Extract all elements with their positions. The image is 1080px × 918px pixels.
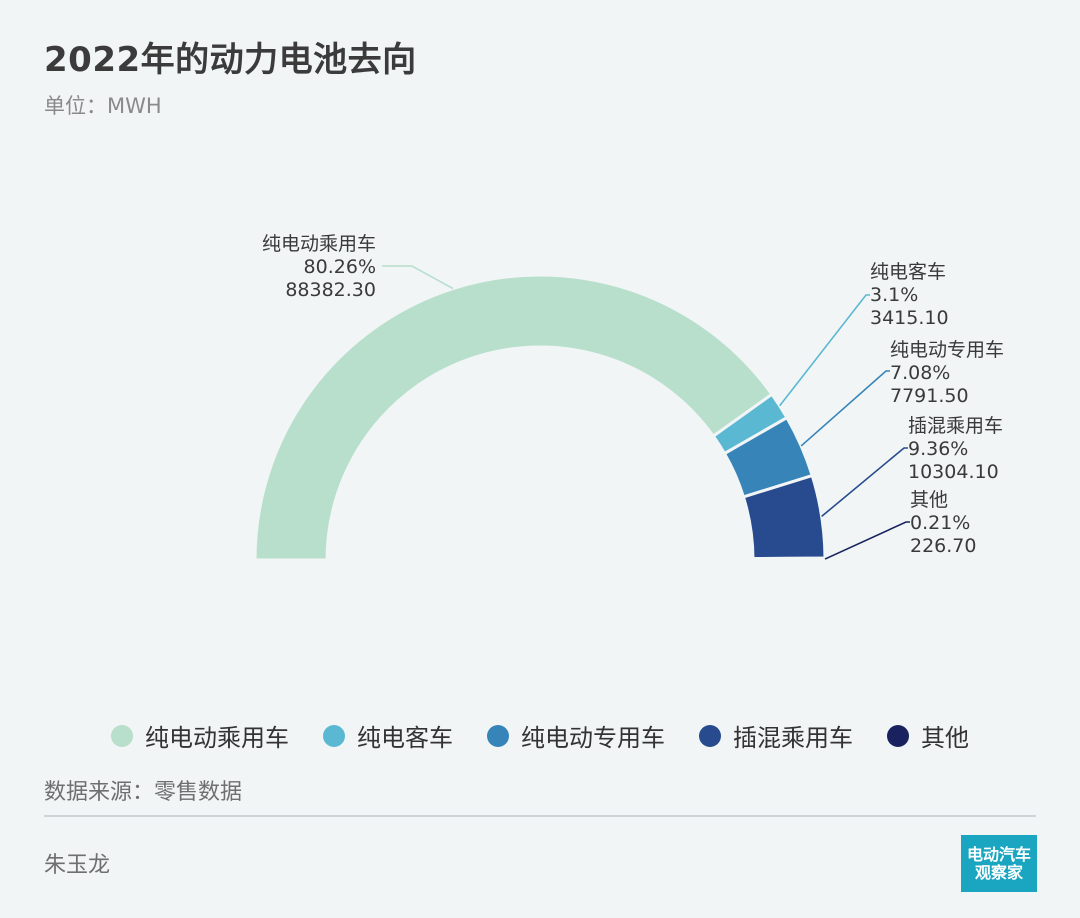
slice-label-percent: 9.36%: [908, 438, 968, 460]
slice-label-percent: 3.1%: [870, 284, 918, 306]
legend-swatch: [111, 724, 133, 747]
legend-item: 纯电客车: [323, 718, 453, 753]
logo-text-line1: 电动汽车: [966, 844, 1031, 864]
slice-label-name: 其他: [910, 489, 948, 511]
logo-text-line2: 观察家: [974, 862, 1023, 882]
slice-label-value: 3415.10: [870, 307, 949, 329]
legend-swatch: [487, 724, 509, 747]
slice-5: [751, 556, 827, 562]
legend-label: 插混乘用车: [733, 724, 853, 752]
legend-swatch: [887, 724, 909, 747]
legend-swatch: [699, 724, 721, 747]
legend-swatch: [323, 724, 345, 747]
leader-line: [821, 447, 908, 518]
slice-label-percent: 80.26%: [304, 256, 376, 278]
author: 朱玉龙: [44, 853, 111, 878]
slice-label-value: 10304.10: [908, 461, 999, 483]
chart-legend: 纯电动乘用车 纯电客车 纯电动专用车 插混乘用车 其他: [0, 718, 1080, 753]
legend-item: 纯电动乘用车: [111, 718, 289, 753]
slice-label-value: 88382.30: [285, 279, 376, 301]
leader-line: [824, 521, 910, 560]
slice-label-value: 7791.50: [890, 385, 969, 407]
legend-label: 其他: [921, 724, 969, 752]
legend-label: 纯电动乘用车: [145, 724, 289, 752]
legend-item: 纯电动专用车: [487, 718, 665, 753]
legend-item: 其他: [887, 718, 969, 753]
slice-label-name: 纯电动专用车: [890, 339, 1004, 361]
data-source: 数据来源：零售数据: [44, 780, 243, 805]
slice-label-name: 插混乘用车: [908, 415, 1003, 437]
slice-1: [253, 273, 774, 562]
leader-line: [779, 294, 870, 407]
divider: [44, 815, 1036, 817]
leader-line: [382, 265, 454, 290]
legend-label: 纯电动专用车: [521, 724, 665, 752]
legend-label: 纯电客车: [357, 724, 453, 752]
slice-label-percent: 7.08%: [890, 362, 950, 384]
legend-item: 插混乘用车: [699, 718, 853, 753]
slice-label-name: 纯电动乘用车: [262, 233, 376, 255]
slice-label-value: 226.70: [910, 535, 976, 557]
leader-line: [800, 370, 890, 447]
chart-title: 2022年的动力电池去向: [44, 40, 417, 80]
slice-label-percent: 0.21%: [910, 512, 970, 534]
chart-unit: 单位：MWH: [44, 94, 162, 118]
slice-label-name: 纯电客车: [870, 261, 946, 283]
brand-logo: 电动汽车 观察家: [961, 835, 1037, 892]
